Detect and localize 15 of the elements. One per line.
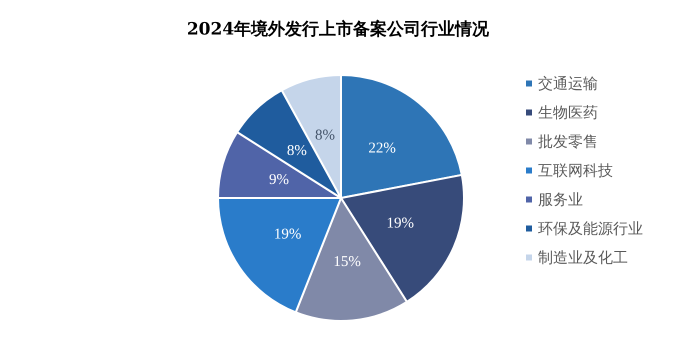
legend-label: 服务业 — [538, 190, 583, 208]
legend-label: 批发零售 — [538, 132, 598, 150]
legend-label: 生物医药 — [538, 104, 598, 122]
chart-title: 2024年境外发行上市备案公司行业情况 — [186, 18, 490, 40]
data-label: 8% — [314, 128, 335, 144]
legend-label: 互联网科技 — [538, 162, 613, 180]
legend-label: 制造业及化工 — [538, 248, 628, 266]
data-label: 22% — [368, 140, 396, 156]
data-label: 15% — [333, 254, 361, 270]
data-label: 19% — [386, 216, 414, 232]
legend-label: 交通运输 — [538, 74, 598, 92]
data-label: 19% — [274, 226, 302, 242]
legend-label: 环保及能源行业 — [538, 220, 643, 238]
data-label: 8% — [286, 142, 307, 159]
data-label: 9% — [269, 172, 290, 188]
